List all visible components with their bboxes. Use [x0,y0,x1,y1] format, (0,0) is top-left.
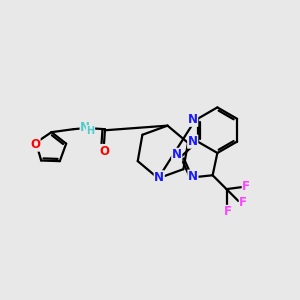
Text: N: N [154,171,164,184]
Text: N: N [172,148,182,161]
Text: N: N [188,135,198,148]
Text: F: F [239,196,247,208]
Text: O: O [30,138,40,151]
Text: O: O [99,145,109,158]
Text: H: H [87,126,95,136]
Text: N: N [188,170,198,183]
Text: F: F [242,180,250,193]
Text: N: N [80,121,90,134]
Text: F: F [224,206,232,218]
Text: N: N [188,113,198,126]
